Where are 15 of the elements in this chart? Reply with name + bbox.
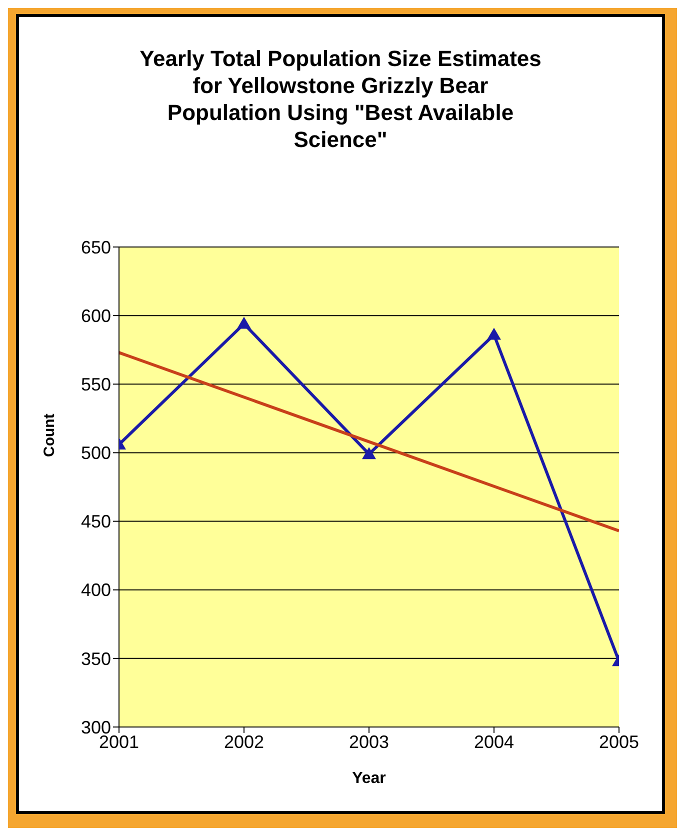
x-tick-label: 2003 xyxy=(348,732,390,752)
y-tick-label: 600 xyxy=(80,306,111,326)
x-axis-title: Year xyxy=(352,770,386,787)
x-tick-label: 2002 xyxy=(224,732,264,752)
x-tick-label: 2005 xyxy=(598,732,640,752)
y-tick-label: 450 xyxy=(80,512,111,532)
x-tick-label: 2004 xyxy=(474,732,514,752)
y-axis-title: Count xyxy=(41,414,58,457)
chart-title: Yearly Total Population Size Estimates for Yellowstone Grizzly Bear Population Using "Best Available Science" xyxy=(138,45,542,153)
y-tick-label: 400 xyxy=(80,580,111,600)
y-tick-label: 650 xyxy=(80,237,111,258)
point xyxy=(362,447,376,460)
y-tick-label: 550 xyxy=(80,374,111,395)
y-tick-label: 500 xyxy=(80,443,111,464)
y-tick-label: 350 xyxy=(80,648,111,669)
